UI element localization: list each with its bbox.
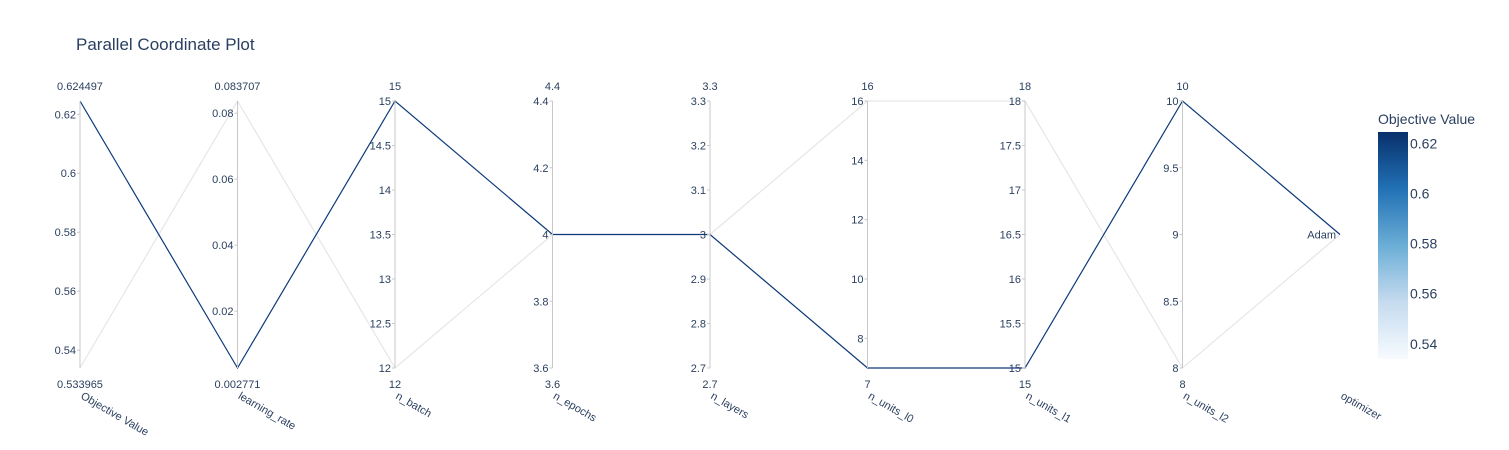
- tick-label: 13: [379, 274, 391, 286]
- tick-label: 2.9: [691, 274, 706, 286]
- tick-label: 3: [700, 230, 706, 242]
- axis-min-label: 3.6: [545, 379, 560, 391]
- axis-title: n_units_l1: [1024, 390, 1073, 425]
- tick-label: 0.54: [55, 345, 76, 357]
- axis-title: n_batch: [394, 390, 434, 420]
- colorbar-gradient: [1378, 132, 1408, 359]
- axis-title: n_layers: [709, 390, 751, 421]
- tick-label: Adam: [1307, 230, 1336, 242]
- axis-title: learning_rate: [236, 390, 298, 433]
- axis-title: n_units_l2: [1181, 390, 1230, 425]
- colorbar-tick-label: 0.54: [1410, 336, 1437, 352]
- colorbar-tick-label: 0.62: [1410, 135, 1437, 151]
- tick-label: 0.56: [55, 286, 76, 298]
- tick-label: 0.6: [61, 168, 76, 180]
- axis-n-epochs: 3.63.844.24.44.43.6n_epochs: [533, 81, 599, 425]
- axis-max-label: 15: [389, 81, 401, 93]
- axis-max-label: 4.4: [545, 81, 560, 93]
- tick-label: 17.5: [1000, 141, 1021, 153]
- axes-group: 0.54 0.56 0.58 0.6 0.62 0.624497 0.533965Objec…: [55, 81, 1384, 439]
- tick-label: 8: [1172, 363, 1178, 375]
- tick-label: 15: [1009, 363, 1021, 375]
- tick-label: 4.4: [533, 96, 548, 108]
- tick-label: 3.8: [533, 296, 548, 308]
- axis-objective-value: 0.54 0.56 0.58 0.6 0.62 0.624497 0.533965Objec…: [55, 81, 151, 439]
- tick-label: 0.06: [212, 174, 233, 186]
- axis-max-label: 3.3: [702, 81, 717, 93]
- axis-n-units-l0: 8 10 12 14 16 16 7n_units_l0: [851, 81, 915, 426]
- tick-label: 4.2: [533, 163, 548, 175]
- tick-label: 16.5: [1000, 230, 1021, 242]
- tick-label: 17: [1009, 185, 1021, 197]
- axis-max-label: 0.083707: [215, 81, 261, 93]
- axis-n-layers: 2.72.82.933.13.23.33.32.7n_layers: [691, 81, 751, 422]
- tick-label: 0.62: [55, 109, 76, 121]
- chart-title: Parallel Coordinate Plot: [76, 35, 255, 54]
- axis-min-label: 2.7: [702, 379, 717, 391]
- colorbar-tick-label: 0.6: [1410, 185, 1430, 201]
- colorbar-title: Objective Value: [1378, 111, 1475, 127]
- axis-min-label: 0.533965: [57, 379, 103, 391]
- axis-title: optimizer: [1339, 390, 1384, 423]
- tick-label: 0.58: [55, 227, 76, 239]
- tick-label: 16: [1009, 274, 1021, 286]
- tick-label: 3.3: [691, 96, 706, 108]
- axis-title: n_units_l0: [866, 390, 915, 425]
- axis-min-label: 12: [389, 379, 401, 391]
- axis-max-label: 10: [1176, 81, 1188, 93]
- colorbar: Objective Value 0.54 0.56 0.58 0.6 0.62: [1378, 111, 1475, 359]
- tick-label: 2.8: [691, 319, 706, 331]
- axis-title: Objective Value: [79, 390, 151, 439]
- tick-label: 15: [379, 96, 391, 108]
- tick-label: 0.08: [212, 108, 233, 120]
- tick-label: 10: [1166, 96, 1178, 108]
- axis-min-label: 15: [1019, 379, 1031, 391]
- tick-label: 15.5: [1000, 319, 1021, 331]
- tick-label: 3.2: [691, 141, 706, 153]
- tick-label: 10: [851, 274, 863, 286]
- tick-label: 4: [542, 230, 548, 242]
- axis-max-label: 16: [861, 81, 873, 93]
- tick-label: 3.6: [533, 363, 548, 375]
- axis-min-label: 8: [1179, 379, 1185, 391]
- tick-label: 18: [1009, 96, 1021, 108]
- tick-label: 13.5: [370, 230, 391, 242]
- colorbar-tick-label: 0.56: [1410, 286, 1437, 302]
- colorbar-tick-label: 0.58: [1410, 236, 1437, 252]
- tick-label: 8: [857, 333, 863, 345]
- tick-label: 12.5: [370, 319, 391, 331]
- tick-label: 0.02: [212, 306, 233, 318]
- tick-label: 2.7: [691, 363, 706, 375]
- axis-learning-rate: 0.02 0.04 0.06 0.08 0.083707 0.002771learning…: [212, 81, 298, 433]
- axis-min-label: 7: [864, 379, 870, 391]
- tick-label: 16: [851, 96, 863, 108]
- tick-label: 9: [1172, 230, 1178, 242]
- axis-title: n_epochs: [551, 390, 599, 424]
- axis-max-label: 18: [1019, 81, 1031, 93]
- tick-label: 8.5: [1163, 296, 1178, 308]
- tick-label: 14: [851, 155, 863, 167]
- tick-label: 14: [379, 185, 391, 197]
- tick-label: 9.5: [1163, 163, 1178, 175]
- tick-label: 12: [851, 215, 863, 227]
- tick-label: 0.04: [212, 240, 233, 252]
- axis-optimizer: Adam optimizer: [1307, 230, 1383, 424]
- axis-min-label: 0.002771: [215, 379, 261, 391]
- axis-max-label: 0.624497: [57, 81, 103, 93]
- tick-label: 12: [379, 363, 391, 375]
- tick-label: 3.1: [691, 185, 706, 197]
- tick-label: 14.5: [370, 141, 391, 153]
